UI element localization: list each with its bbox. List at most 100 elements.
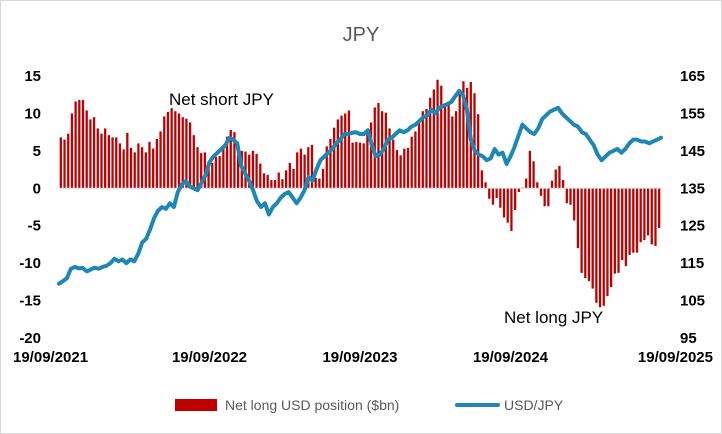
legend-line-label: USD/JPY — [504, 397, 564, 413]
bar — [580, 188, 583, 273]
bar — [310, 144, 314, 189]
right-tick-label: 145 — [680, 143, 705, 160]
bar — [392, 139, 395, 189]
bar — [654, 188, 657, 246]
bar — [488, 188, 491, 199]
bar — [207, 162, 210, 189]
bar — [462, 81, 465, 189]
bar — [543, 188, 546, 207]
left-tick-label: 10 — [24, 105, 41, 122]
bar — [598, 188, 602, 308]
annotation-net-long: Net long JPY — [504, 308, 603, 327]
bar — [502, 188, 506, 218]
bar — [133, 152, 136, 189]
bar — [495, 188, 498, 199]
bar — [454, 111, 458, 189]
right-tick-label: 165 — [680, 68, 705, 85]
bar — [321, 168, 325, 189]
bar — [89, 119, 92, 189]
bar — [259, 163, 262, 189]
bar — [78, 99, 81, 189]
bar — [185, 118, 188, 189]
bar — [203, 152, 207, 189]
bar — [174, 111, 177, 189]
bar — [595, 188, 598, 303]
x-axis-ticks: 19/09/2021 19/09/2022 19/09/2023 19/09/2024… — [13, 349, 713, 366]
bar — [251, 150, 255, 189]
bar — [196, 147, 199, 189]
bar — [617, 188, 620, 273]
bar — [266, 174, 269, 189]
bar — [458, 89, 461, 189]
left-tick-label: -10 — [19, 255, 41, 272]
bar — [635, 188, 639, 253]
legend-bar-label: Net long USD position ($bn) — [225, 397, 399, 413]
bar — [591, 188, 594, 289]
bar — [573, 188, 576, 221]
bar — [344, 113, 347, 189]
bar — [67, 133, 70, 189]
bar — [451, 116, 454, 189]
bar — [307, 147, 310, 189]
bar — [59, 137, 62, 189]
bar — [296, 152, 299, 189]
left-tick-label: 5 — [33, 143, 41, 160]
line-series — [57, 88, 663, 286]
bar — [107, 135, 110, 189]
bar — [658, 188, 661, 228]
right-tick-label: 105 — [680, 293, 705, 310]
bar — [303, 154, 306, 189]
bar — [218, 156, 221, 189]
bar — [499, 188, 502, 208]
usd-jpy-line — [57, 88, 663, 286]
bar — [395, 150, 399, 189]
legend: Net long USD position ($bn) USD/JPY — [175, 397, 564, 413]
bar — [650, 188, 653, 245]
bar — [366, 132, 369, 189]
bar — [525, 178, 528, 189]
bar — [318, 178, 321, 189]
bar — [403, 148, 406, 189]
bar — [388, 128, 391, 189]
bar — [166, 111, 170, 189]
bar — [236, 143, 240, 189]
bar — [421, 111, 424, 189]
bar — [118, 143, 122, 189]
bar — [333, 127, 336, 189]
bar — [643, 188, 646, 240]
bar — [115, 137, 118, 189]
bar — [281, 179, 284, 189]
bar — [410, 136, 413, 189]
bar — [547, 188, 550, 207]
bar — [358, 142, 362, 189]
bar — [137, 143, 140, 189]
bar — [248, 154, 251, 189]
bar — [436, 79, 439, 189]
bar — [432, 89, 436, 189]
bar — [140, 147, 144, 189]
bar — [63, 139, 66, 189]
x-tick-label: 19/09/2021 — [13, 349, 88, 366]
bar — [465, 87, 469, 189]
bar — [539, 188, 543, 196]
bar — [92, 117, 96, 189]
bar — [536, 182, 539, 189]
bar — [314, 177, 317, 189]
bar — [528, 150, 532, 189]
bar — [355, 141, 358, 189]
bar — [610, 188, 613, 288]
bar — [384, 112, 387, 189]
bar — [606, 188, 609, 297]
bar — [270, 180, 273, 189]
bar — [262, 173, 266, 189]
bar — [369, 122, 373, 189]
legend-bar-swatch — [175, 399, 217, 411]
bar — [163, 116, 166, 189]
bar — [122, 149, 125, 189]
bar — [85, 110, 88, 189]
bar — [624, 188, 628, 267]
bar — [510, 188, 513, 231]
bar — [292, 168, 295, 189]
